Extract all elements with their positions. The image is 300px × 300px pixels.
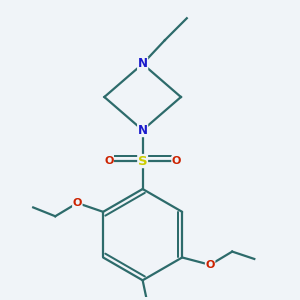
Text: O: O [104, 156, 113, 166]
Text: N: N [138, 124, 148, 136]
Text: O: O [206, 260, 215, 270]
Text: S: S [138, 154, 148, 167]
Text: O: O [73, 198, 82, 208]
Text: N: N [138, 57, 148, 70]
Text: O: O [172, 156, 181, 166]
